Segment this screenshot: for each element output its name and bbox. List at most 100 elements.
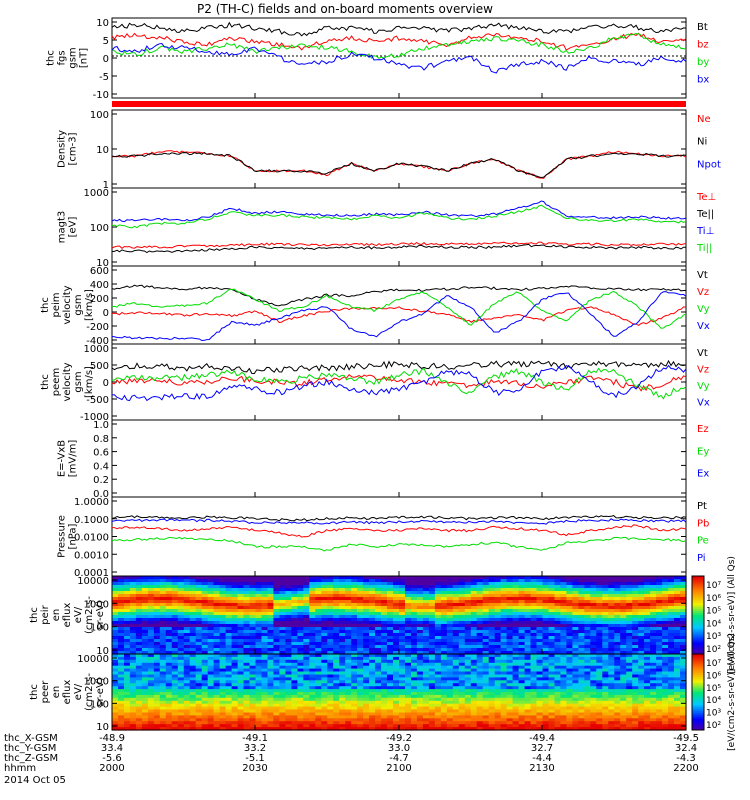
spectrogram-cell xyxy=(213,662,221,667)
spectrogram-cell xyxy=(536,642,544,646)
spectrogram-cell xyxy=(554,621,562,625)
spectrogram-cell xyxy=(626,680,633,684)
spectrogram-cell xyxy=(171,594,179,598)
spectrogram-cell xyxy=(470,683,478,687)
spectrogram-cell xyxy=(542,648,550,652)
spectrogram-cell xyxy=(231,703,239,708)
spectrogram-cell xyxy=(291,656,298,661)
spectrogram-cell xyxy=(632,683,639,687)
spectrogram-cell xyxy=(458,651,466,655)
spectrogram-cell xyxy=(393,600,400,604)
spectrogram-cell xyxy=(668,627,675,631)
spectrogram-cell xyxy=(626,636,633,640)
spectrogram-cell xyxy=(554,697,562,702)
spectrogram-cell xyxy=(416,706,424,711)
spectrogram-cell xyxy=(315,665,322,670)
y-tick-label: 10 xyxy=(96,18,109,29)
spectrogram-cell xyxy=(357,600,364,604)
spectrogram-cell xyxy=(464,648,472,652)
spectrogram-cell xyxy=(195,703,203,708)
spectrogram-cell xyxy=(650,603,657,607)
spectrogram-cell xyxy=(488,709,496,713)
spectrogram-cell xyxy=(279,697,286,702)
spectrogram-cell xyxy=(351,576,358,580)
spectrogram-cell xyxy=(213,618,221,622)
spectrogram-cell xyxy=(267,627,275,631)
spectrogram-cell xyxy=(171,706,179,711)
spectrogram-cell xyxy=(387,654,394,658)
spectrogram-cell xyxy=(608,597,615,601)
spectrogram-cell xyxy=(602,671,609,675)
spectrogram-cell xyxy=(482,603,490,607)
spectrogram-cell xyxy=(674,579,681,583)
spectrogram-cell xyxy=(422,724,430,728)
spectrogram-cell xyxy=(118,721,125,725)
spectrogram-cell xyxy=(554,600,562,604)
spectrogram-cell xyxy=(141,585,149,589)
spectrogram-cell xyxy=(207,585,215,589)
spectrogram-cell xyxy=(680,645,687,649)
spectrogram-cell xyxy=(381,727,388,731)
spectrogram-cell xyxy=(333,576,340,580)
spectrogram-cell xyxy=(267,662,275,667)
spectrogram-cell xyxy=(285,718,292,722)
spectrogram-cell xyxy=(195,582,203,586)
spectrogram-cell xyxy=(680,591,687,595)
spectrogram-cell xyxy=(124,706,131,711)
spectrogram-cell xyxy=(476,683,484,687)
spectrogram-cell xyxy=(207,579,215,583)
spectrogram-cell xyxy=(345,594,352,598)
spectrogram-cell xyxy=(273,677,280,681)
colorbar-cell xyxy=(692,579,704,583)
spectrogram-cell xyxy=(626,591,633,595)
spectrogram-cell xyxy=(399,582,406,586)
spectrogram-cell xyxy=(536,703,544,708)
spectrogram-cell xyxy=(614,715,621,719)
spectrogram-cell xyxy=(381,724,388,728)
spectrogram-cell xyxy=(219,636,227,640)
spectrogram-cell xyxy=(428,665,436,670)
spectrogram-cell xyxy=(620,715,627,719)
spectrogram-cell xyxy=(596,654,603,658)
spectrogram-cell xyxy=(189,585,197,589)
spectrogram-cell xyxy=(470,639,478,643)
spectrogram-cell xyxy=(201,692,209,696)
spectrogram-cell xyxy=(548,582,556,586)
spectrogram-cell xyxy=(171,712,179,716)
spectrogram-cell xyxy=(476,727,484,731)
spectrogram-cell xyxy=(129,645,137,649)
legend-entry: Ex xyxy=(697,469,709,480)
spectrogram-cell xyxy=(405,609,412,613)
spectrogram-cell xyxy=(572,645,579,649)
spectrogram-cell xyxy=(590,700,597,705)
spectrogram-cell xyxy=(297,677,304,681)
spectrogram-cell xyxy=(620,718,627,722)
spectrogram-cell xyxy=(548,618,556,622)
spectrogram-cell xyxy=(219,585,227,589)
spectrogram-cell xyxy=(446,642,454,646)
spectrogram-cell xyxy=(189,645,197,649)
spectrogram-cell xyxy=(452,718,460,722)
spectrogram-cell xyxy=(428,597,436,601)
spectrogram-cell xyxy=(321,659,328,664)
spectrogram-cell xyxy=(680,630,687,634)
spectrogram-cell xyxy=(422,624,430,628)
spectrogram-cell xyxy=(339,612,346,616)
spectrogram-cell xyxy=(237,618,245,622)
spectrogram-cell xyxy=(405,606,412,610)
spectrogram-cell xyxy=(488,703,496,708)
spectrogram-cell xyxy=(554,606,562,610)
spectrogram-cell xyxy=(171,645,179,649)
spectrogram-cell xyxy=(195,697,203,702)
spectrogram-cell xyxy=(124,709,131,713)
spectrogram-cell xyxy=(273,700,280,705)
spectrogram-cell xyxy=(399,597,406,601)
spectrogram-cell xyxy=(237,633,245,637)
spectrogram-cell xyxy=(291,627,298,631)
spectrogram-cell xyxy=(566,724,573,728)
spectrogram-cell xyxy=(650,582,657,586)
colorbar-cell xyxy=(692,587,704,591)
spectrogram-cell xyxy=(279,706,286,711)
spectrogram-cell xyxy=(285,585,292,589)
spectrogram-cell xyxy=(602,612,609,616)
